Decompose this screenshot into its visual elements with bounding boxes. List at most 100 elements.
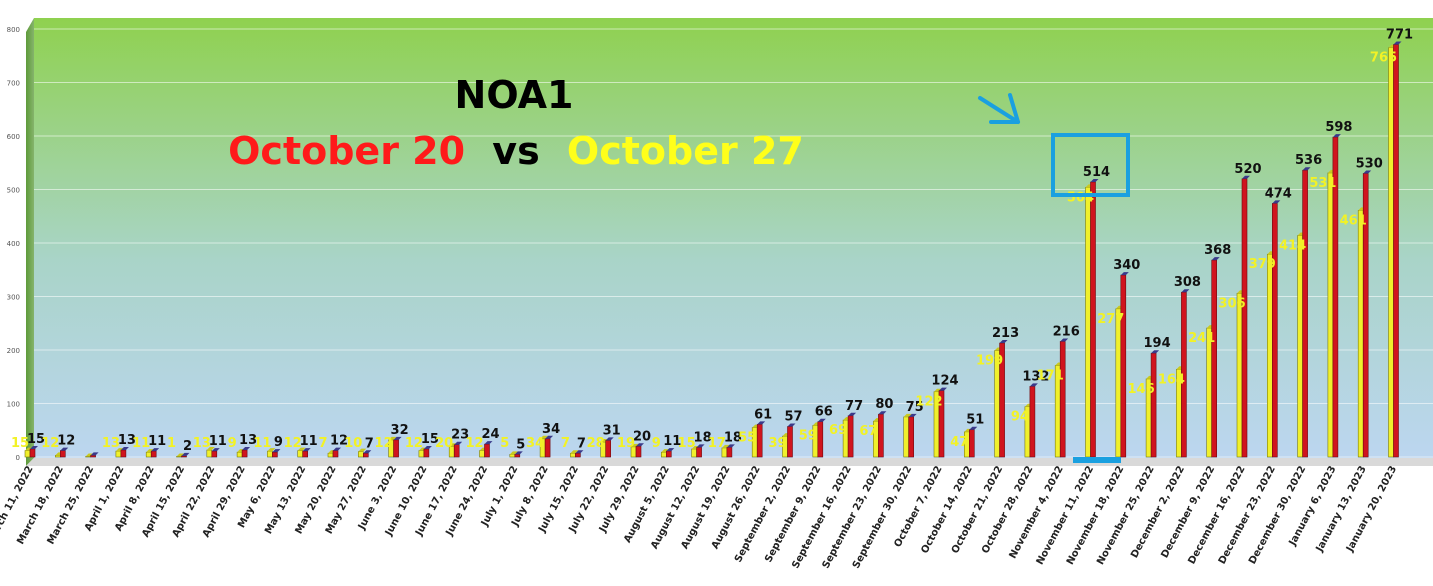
bar-old-top	[358, 448, 367, 452]
bar-new-top	[1332, 134, 1341, 138]
data-label-old: 20	[435, 436, 453, 451]
data-label-new: 132	[1022, 369, 1049, 384]
data-label-new: 5	[516, 437, 525, 452]
data-label-old: 199	[976, 354, 1003, 369]
bar-new	[90, 455, 96, 458]
data-label-new: 23	[451, 428, 469, 443]
data-label-old: 15	[11, 436, 29, 451]
y-tick-label: 800	[7, 26, 20, 34]
data-label-new: 11	[663, 434, 681, 449]
bar-new	[1150, 352, 1157, 458]
data-label-new: 308	[1174, 275, 1201, 290]
bar-new-top	[1302, 167, 1311, 171]
data-label-new: 536	[1295, 153, 1322, 168]
bar-old	[1388, 47, 1394, 458]
data-label-new: 18	[694, 430, 712, 445]
bar-new	[1393, 44, 1399, 458]
bar-new	[1120, 274, 1127, 458]
bar-old	[1297, 235, 1303, 458]
data-label-old: 146	[1128, 382, 1155, 397]
x-tick-label: September 9, 2022	[763, 464, 823, 564]
data-label-new: 213	[992, 326, 1019, 341]
bar-new-top	[999, 340, 1008, 344]
data-label-new: 15	[421, 432, 439, 447]
bar-old-top	[146, 449, 155, 453]
data-label-old: 39	[768, 436, 786, 451]
bar-old-top	[115, 448, 124, 452]
bar-old	[145, 451, 152, 458]
data-label-old: 9	[228, 436, 237, 451]
data-label-old: 13	[193, 436, 211, 451]
data-label-old: 531	[1309, 176, 1336, 191]
bar-old-top	[903, 413, 912, 417]
bar-new-top	[908, 413, 917, 417]
data-label-new: 77	[845, 399, 863, 414]
data-label-old: 9	[652, 436, 661, 451]
bar-old	[206, 449, 213, 458]
data-label-old: 11	[253, 436, 271, 451]
data-label-new: 771	[1386, 28, 1413, 43]
x-tick-label: September 2, 2022	[733, 464, 793, 564]
data-label-new: 13	[118, 433, 136, 448]
bar-old	[176, 456, 182, 458]
bar-new-top	[1393, 41, 1402, 45]
bar-new-top	[1181, 289, 1190, 293]
x-tick-label: September 30, 2022	[851, 464, 914, 570]
data-label-old: 12	[465, 436, 483, 451]
bar-old	[479, 450, 485, 458]
x-tick-label: December 23, 2022	[1217, 464, 1278, 566]
bar-new-top	[1211, 257, 1220, 261]
bar-old	[54, 455, 61, 458]
data-label-old: 69	[829, 423, 847, 438]
data-label-new: 57	[784, 410, 802, 425]
x-tick-label: December 9, 2022	[1159, 464, 1217, 560]
bar-new-top	[363, 450, 372, 454]
bar-new-top	[484, 441, 493, 445]
data-label-new: 7	[365, 436, 374, 451]
bar-old	[1327, 172, 1334, 458]
data-label-new: 51	[966, 413, 984, 428]
data-label-new: 18	[724, 430, 742, 445]
bar-new-top	[211, 448, 220, 452]
bar-new	[756, 424, 763, 458]
bar-new	[29, 448, 36, 458]
bar-new	[1302, 169, 1308, 458]
data-label-old: 241	[1188, 331, 1215, 346]
bar-old-top	[176, 453, 185, 457]
y-tick-label: 600	[7, 133, 20, 141]
bar-new-top	[575, 450, 584, 454]
bar-new-top	[90, 452, 99, 456]
data-label-new: 520	[1234, 162, 1261, 177]
bar-new	[59, 450, 66, 458]
bar-old	[236, 451, 243, 458]
data-label-old: 277	[1097, 312, 1124, 327]
data-label-old: 1	[167, 436, 176, 451]
bar-new-top	[514, 451, 523, 455]
bar-new-top	[848, 412, 857, 416]
bar-old	[903, 416, 910, 458]
subtitle-old-date: October 20	[228, 129, 465, 173]
y-axis-ticks: 0 100 200 300 400 500 600 700 800	[7, 26, 20, 462]
data-label-old: 12	[405, 436, 423, 451]
highlight-box	[1051, 133, 1130, 197]
data-label-new: 368	[1204, 243, 1231, 258]
bar-new-top	[1272, 200, 1281, 204]
bar-new	[726, 447, 733, 458]
bar-new-top	[726, 444, 735, 448]
bar-old	[297, 450, 304, 458]
y-tick-label: 500	[7, 187, 20, 195]
bar-old-top	[570, 450, 579, 454]
bar-new-top	[605, 437, 614, 441]
bar-new	[575, 452, 581, 458]
plot-background	[34, 18, 1433, 458]
bar-new-top	[181, 452, 190, 456]
bar-old	[327, 452, 334, 458]
bar-new-top	[1060, 338, 1069, 342]
x-tick-label: November 25, 2022	[1095, 464, 1157, 567]
bar-old-top	[206, 447, 215, 451]
y-tick-label: 300	[7, 294, 20, 302]
bar-new	[514, 454, 521, 458]
data-label-old: 15	[678, 436, 696, 451]
